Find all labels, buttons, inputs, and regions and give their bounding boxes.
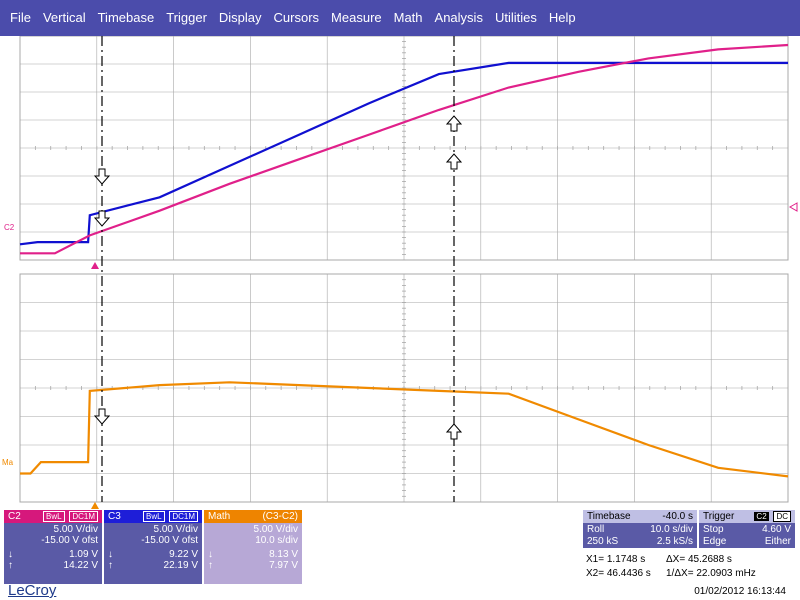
c2-trigger-marker-icon xyxy=(91,262,99,269)
menu-file[interactable]: File xyxy=(10,10,31,25)
c2-channel-panel[interactable]: C2 BwL DC1M 5.00 V/div -15.00 V ofst ↓ 1.… xyxy=(4,510,102,584)
menu-utilities[interactable]: Utilities xyxy=(494,10,537,25)
menu-cursors[interactable]: Cursors xyxy=(273,10,320,25)
menu-display[interactable]: Display xyxy=(218,10,262,25)
math-x2-arrow-icon xyxy=(445,423,463,440)
c3-high-icon: ↑ xyxy=(108,560,113,571)
timestamp: 01/02/2012 16:13:44 xyxy=(694,586,786,597)
trigger-mode: Stop xyxy=(703,524,724,535)
math-panel-title: Math xyxy=(208,511,231,522)
menu-vertical[interactable]: Vertical xyxy=(42,10,86,25)
timebase-mode: Roll xyxy=(587,524,605,535)
x2-label: X2= xyxy=(586,568,605,579)
c2-low-icon: ↓ xyxy=(8,549,13,560)
trigger-type: Edge xyxy=(703,536,727,547)
inv-dx-label: 1/ΔX= xyxy=(666,568,694,579)
timebase-title: Timebase xyxy=(587,511,631,522)
c2-offset: -15.00 V ofst xyxy=(41,535,98,546)
c2-bandwidth-badge: BwL xyxy=(42,511,65,522)
math-high-value: 7.97 V xyxy=(269,560,298,571)
math-trace-label: Ma xyxy=(2,458,14,467)
x2-value: 46.4436 s xyxy=(606,568,651,579)
c2-vdiv: 5.00 V/div xyxy=(53,524,98,535)
math-panel[interactable]: Math (C3-C2) 5.00 V/div 10.0 s/div ↓ 8.13… xyxy=(204,510,302,584)
menu-help[interactable]: Help xyxy=(548,10,576,25)
c3-bandwidth-badge: BwL xyxy=(142,511,165,522)
c3-x1-arrow-icon xyxy=(93,168,111,185)
lower-grid xyxy=(19,273,789,503)
trigger-channel-badge: C2 xyxy=(754,512,769,521)
c2-trace-label: C2 xyxy=(4,223,15,232)
c2-x1-arrow-icon xyxy=(93,210,111,227)
x1-value: 1.1748 s xyxy=(606,554,646,565)
trigger-coupling-badge: DC xyxy=(773,511,791,522)
timebase-rate: 2.5 kS/s xyxy=(656,536,693,547)
menu-timebase[interactable]: Timebase xyxy=(97,10,155,25)
timebase-samples: 250 kS xyxy=(587,536,619,547)
dx-label: ΔX= xyxy=(666,554,686,565)
c2-x2-arrow-icon xyxy=(445,153,463,170)
c3-low-value: 9.22 V xyxy=(169,549,198,560)
c3-x2-arrow-icon xyxy=(445,115,463,132)
dx-value: 45.2688 s xyxy=(687,554,732,565)
menu-analysis[interactable]: Analysis xyxy=(434,10,483,25)
math-high-icon: ↑ xyxy=(208,560,213,571)
lecroy-logo: LeCroy xyxy=(8,582,57,599)
c3-vdiv: 5.00 V/div xyxy=(153,524,198,535)
c3-panel-title: C3 xyxy=(108,511,121,522)
math-tdiv: 10.0 s/div xyxy=(255,535,298,546)
c2-trace xyxy=(20,43,789,255)
x1-label: X1= xyxy=(586,554,605,565)
math-expression: (C3-C2) xyxy=(262,511,298,522)
c3-coupling-badge: DC1M xyxy=(169,511,198,522)
c2-low-value: 1.09 V xyxy=(69,549,98,560)
c3-offset: -15.00 V ofst xyxy=(141,535,198,546)
trigger-slope: Either xyxy=(764,536,791,547)
c2-coupling-badge: DC1M xyxy=(69,511,98,522)
cursor-readout: X1= 1.1748 s ΔX= 45.2688 s X2= 46.4436 s… xyxy=(586,553,796,581)
c3-high-value: 22.19 V xyxy=(163,560,198,571)
timebase-panel[interactable]: Timebase -40.0 s Roll 10.0 s/div 250 kS 2.… xyxy=(583,510,697,548)
waveform-display[interactable]: C2 Ma xyxy=(0,36,800,510)
c2-high-value: 14.22 V xyxy=(63,560,98,571)
menu-math[interactable]: Math xyxy=(393,10,423,25)
trigger-title: Trigger xyxy=(703,511,735,522)
math-low-value: 8.13 V xyxy=(269,549,298,560)
timebase-value: -40.0 s xyxy=(662,511,693,522)
math-trace xyxy=(20,381,789,478)
trigger-level-marker-icon xyxy=(788,202,798,212)
math-vdiv: 5.00 V/div xyxy=(253,524,298,535)
trigger-panel[interactable]: Trigger C2 DC Stop 4.60 V Edge Either xyxy=(699,510,795,548)
timebase-sdiv: 10.0 s/div xyxy=(650,524,693,535)
inv-dx-value: 22.0903 mHz xyxy=(696,568,756,579)
c2-high-icon: ↑ xyxy=(8,560,13,571)
cursor-arrows xyxy=(93,115,463,440)
c3-channel-panel[interactable]: C3 BwL DC1M 5.00 V/div -15.00 V ofst ↓ 9.… xyxy=(104,510,202,584)
math-trigger-marker-icon xyxy=(91,502,99,509)
math-low-icon: ↓ xyxy=(208,549,213,560)
c3-low-icon: ↓ xyxy=(108,549,113,560)
c3-trace xyxy=(19,61,788,246)
menu-trigger[interactable]: Trigger xyxy=(166,10,207,25)
menu-bar: File Vertical Timebase Trigger Display C… xyxy=(0,0,800,36)
c2-panel-title: C2 xyxy=(8,511,21,522)
math-x1-arrow-icon xyxy=(93,408,111,425)
menu-measure[interactable]: Measure xyxy=(331,10,382,25)
upper-grid xyxy=(19,36,789,261)
trigger-level: 4.60 V xyxy=(762,524,791,535)
